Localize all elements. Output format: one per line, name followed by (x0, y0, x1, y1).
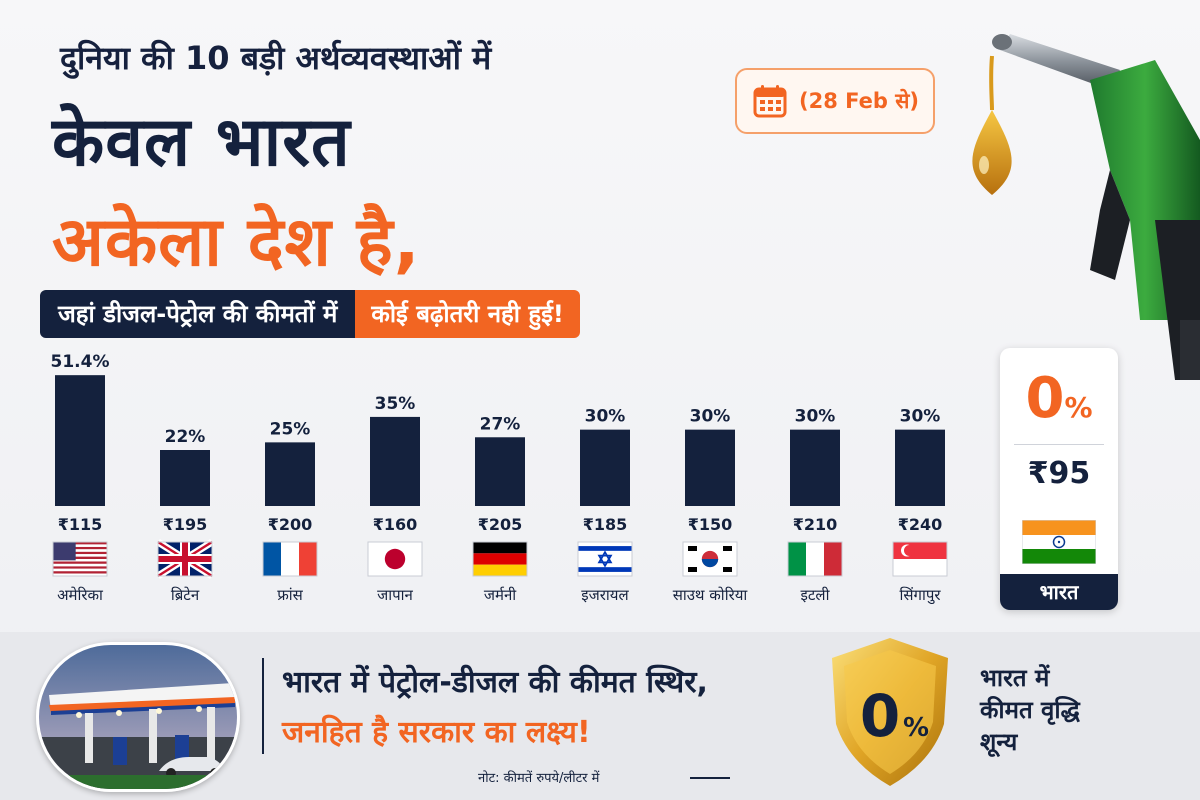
bar-price-label-8: ₹240 (898, 515, 943, 534)
banner-part-b: कोई बढ़ोतरी नही हुई! (355, 290, 580, 338)
banner-part-a: जहां डीजल-पेट्रोल की कीमतों में (40, 290, 356, 338)
bar-price-label-6: ₹150 (688, 515, 733, 534)
headline-line-2: अकेला देश है, (52, 203, 421, 282)
india-percentage-symbol: % (1064, 391, 1093, 424)
headline-banner: जहां डीजल-पेट्रोल की कीमतों में कोई बढ़ो… (40, 290, 580, 338)
south-korea-flag (682, 541, 738, 577)
bar-7 (790, 429, 840, 506)
india-divider (1014, 444, 1104, 445)
france-flag (262, 541, 318, 577)
india-flag (1021, 519, 1097, 565)
bar-category-label-5: इजरायल (581, 586, 629, 604)
usa-flag (52, 541, 108, 577)
zero-hike-caption: भारत में कीमत वृद्धि शून्य (980, 662, 1180, 758)
bar-price-label-2: ₹200 (268, 515, 313, 534)
bar-category-label-3: जापान (377, 586, 413, 604)
bar-6 (685, 429, 735, 506)
caption-line-1: भारत में (980, 664, 1050, 692)
japan-flag (367, 541, 423, 577)
bar-value-label-5: 30% (585, 407, 626, 427)
fuel-nozzle-icon (940, 20, 1200, 380)
india-percentage: 0% (1000, 366, 1118, 431)
bar-price-label-5: ₹185 (583, 515, 628, 534)
note-underline (690, 777, 730, 779)
bar-value-label-1: 22% (165, 427, 206, 447)
india-price: ₹95 (1027, 456, 1091, 491)
bottom-message-2: जनहित है सरकार का लक्ष्य! (282, 715, 591, 750)
bottom-strip: भारत में पेट्रोल-डीजल की कीमत स्थिर, जनह… (0, 632, 1200, 800)
headline-line-1: केवल भारत (52, 103, 351, 182)
bar-value-label-7: 30% (795, 407, 836, 427)
bar-value-label-6: 30% (690, 407, 731, 427)
bar-5 (580, 429, 630, 506)
bar-value-label-4: 27% (480, 414, 521, 434)
india-percentage-number: 0 (1025, 366, 1065, 431)
vertical-divider (262, 658, 264, 754)
bar-category-label-4: जर्मनी (484, 586, 517, 604)
bar-0 (55, 375, 105, 506)
uk-flag (156, 539, 214, 579)
india-name: भारत (1000, 574, 1118, 610)
bar-category-label-6: साउथ कोरिया (673, 586, 749, 604)
petrol-station-image (36, 642, 240, 792)
bar-category-label-7: इटली (801, 586, 831, 604)
germany-flag (472, 541, 528, 577)
bar-4 (475, 437, 525, 506)
bar-category-label-2: फ्रांस (277, 586, 303, 604)
bar-1 (160, 450, 210, 506)
bar-price-label-0: ₹115 (58, 515, 103, 534)
caption-line-2: कीमत वृद्धि (980, 696, 1080, 724)
shield-percent-symbol: % (903, 713, 929, 743)
shield-number: 0 (860, 682, 900, 750)
price-hike-bar-chart: 51.4% ₹115 अमेरिका 22% ₹195 ब्रिटेन 25% ₹200 फ्र… (51, 352, 948, 605)
bar-3 (370, 416, 420, 506)
calendar-icon (753, 84, 787, 118)
bar-price-label-4: ₹205 (478, 515, 523, 534)
bar-value-label-2: 25% (270, 419, 311, 439)
bar-value-label-8: 30% (900, 407, 941, 427)
bar-price-label-7: ₹210 (793, 515, 838, 534)
bar-value-label-3: 35% (375, 394, 416, 414)
bar-2 (265, 442, 315, 506)
bar-category-label-8: सिंगापुर (899, 586, 941, 605)
india-card: 0% ₹95 भारत (1000, 348, 1118, 610)
bar-price-label-3: ₹160 (373, 515, 418, 534)
date-badge: (28 Feb से) (735, 68, 935, 134)
bar-category-label-0: अमेरिका (57, 586, 104, 604)
bar-price-label-1: ₹195 (163, 515, 208, 534)
date-text: (28 Feb से) (799, 89, 920, 113)
italy-flag (787, 541, 843, 577)
price-unit-note: नोट: कीमतें रुपये/लीटर में (478, 771, 600, 786)
caption-line-3: शून्य (980, 728, 1018, 756)
shield-badge-icon: 0 % (820, 632, 960, 792)
israel-flag (577, 541, 633, 577)
singapore-flag (892, 541, 948, 577)
sub-headline: दुनिया की 10 बड़ी अर्थव्यवस्थाओं में (60, 39, 492, 77)
bar-category-label-1: ब्रिटेन (171, 586, 200, 604)
bar-8 (895, 429, 945, 506)
bottom-message-1: भारत में पेट्रोल-डीजल की कीमत स्थिर, (282, 665, 708, 700)
bar-value-label-0: 51.4% (51, 352, 110, 372)
